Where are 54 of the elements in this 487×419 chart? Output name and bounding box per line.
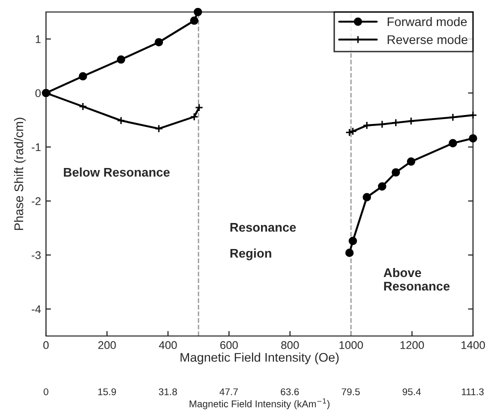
point — [194, 103, 204, 112]
point — [194, 8, 202, 16]
x2-tick-label: 95.4 — [402, 388, 421, 396]
point — [116, 55, 126, 64]
point — [362, 121, 372, 130]
point — [392, 168, 400, 177]
point — [468, 134, 478, 143]
point — [378, 182, 386, 191]
annotation: Below Resonance — [64, 168, 170, 177]
x-tick-label: 400 — [158, 341, 177, 350]
x2-axis-title: Magnetic Field Intensity (kAm$^{−1}$) — [190, 398, 330, 410]
x-tick-label: 800 — [281, 341, 299, 350]
x-tick-label: 1200 — [400, 341, 424, 350]
point — [362, 193, 372, 202]
point — [406, 157, 416, 166]
x2-tick-label: 111.3 — [462, 388, 484, 396]
point — [154, 38, 164, 46]
point — [348, 236, 357, 246]
point — [78, 72, 88, 80]
point — [406, 116, 416, 126]
y-axis-title: Phase Shift (rad/cm) — [14, 118, 26, 230]
x2-tick-label: 63.6 — [280, 388, 299, 396]
x-tick-label: 1000 — [339, 341, 363, 350]
x-tick-label: 600 — [220, 341, 238, 350]
x-tick-label: 1400 — [461, 341, 485, 350]
annotation: Resonance — [230, 223, 296, 232]
y-tick-label: -4 — [32, 305, 41, 314]
legend-label: Reverse mode — [388, 34, 468, 44]
point — [345, 248, 354, 258]
x-tick-label: 200 — [98, 341, 116, 350]
point — [378, 120, 386, 128]
x2-tick-label: 47.7 — [220, 388, 238, 396]
point — [448, 113, 458, 122]
x2-tick-label: 79.5 — [342, 388, 360, 396]
x2-tick-label: 31.8 — [158, 388, 177, 396]
point — [190, 16, 198, 25]
x2-tick-label: 0 — [44, 388, 48, 396]
annotation: Region — [230, 248, 272, 260]
point — [116, 116, 126, 125]
legend-label: Forward mode — [388, 17, 467, 26]
annotation: Above Resonance — [384, 268, 450, 291]
point — [448, 139, 458, 148]
y-tick-label: 1 — [36, 35, 41, 44]
x2-tick-label: 15.9 — [98, 388, 116, 396]
y-tick-label: -1 — [32, 143, 41, 152]
point — [78, 102, 88, 111]
x-axis-title: Magnetic Field Intensity (Oe) — [180, 352, 339, 364]
point — [190, 112, 198, 121]
y-tick-label: 0 — [35, 89, 41, 98]
x-tick-label: 0 — [43, 341, 49, 350]
y-tick-label: -3 — [32, 251, 41, 260]
point — [392, 118, 400, 127]
point — [154, 124, 164, 133]
y-tick-label: -2 — [32, 197, 41, 206]
